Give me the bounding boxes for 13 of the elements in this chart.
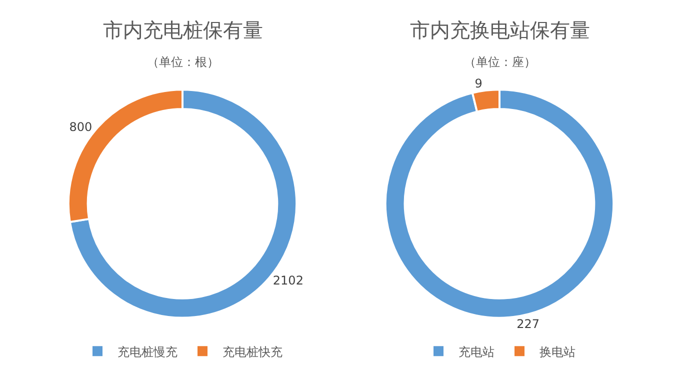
data-label: 9 [474, 76, 482, 91]
data-label: 2102 [272, 274, 304, 288]
chart-subtitle: （单位：根） [147, 55, 219, 69]
chart-subtitle: （单位：座） [464, 55, 536, 69]
legend-label: 充电桩快充 [222, 344, 282, 359]
data-label: 227 [516, 316, 540, 331]
chart-title: 市内充电桩保有量 [103, 18, 263, 42]
legend-label: 充电桩慢充 [118, 344, 178, 359]
legend-label: 换电站 [540, 344, 576, 359]
legend-label: 充电站 [458, 344, 494, 359]
chart-title: 市内充换电站保有量 [410, 18, 590, 42]
donut-slice [384, 88, 615, 319]
data-label: 800 [69, 120, 92, 134]
